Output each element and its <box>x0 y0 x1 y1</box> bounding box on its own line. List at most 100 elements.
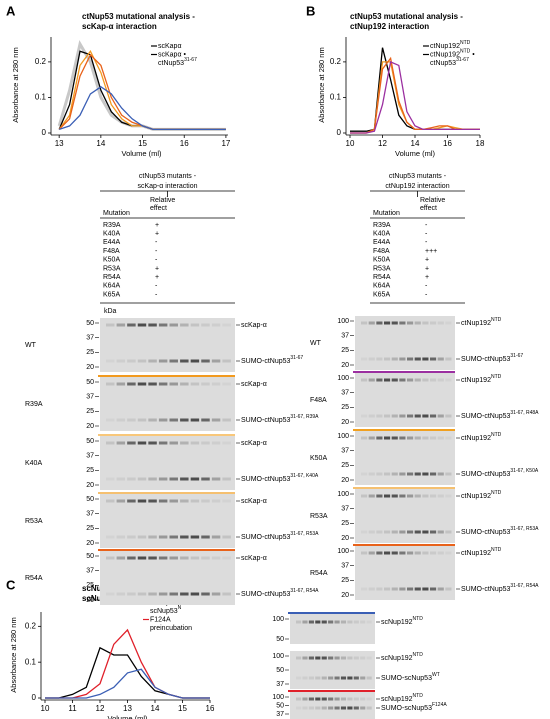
band-label: SUMO-ctNup5331-67 <box>461 353 523 363</box>
legend-entry-part: scKapα • <box>158 51 186 58</box>
sample-label: R53A <box>310 513 328 520</box>
gel-band <box>360 676 366 680</box>
table-title: scKap-α interaction <box>137 183 197 190</box>
gel-band <box>407 378 414 382</box>
legend-entry: ctNup5331-67 <box>430 57 469 67</box>
legend-entry: ctNup5331-67 <box>158 57 197 67</box>
gel-band <box>106 556 115 560</box>
sample-label: WT <box>25 342 37 349</box>
table-cell: + <box>155 222 159 229</box>
kda-marker: 50 <box>86 496 94 503</box>
gel-band <box>180 499 189 503</box>
gel-band <box>201 382 210 386</box>
table-header: Relative <box>150 197 175 204</box>
kda-marker: 25 <box>341 462 349 469</box>
gel-band <box>169 418 178 422</box>
kda-marker: 20 <box>341 362 349 369</box>
gel-band <box>422 472 429 476</box>
band-label-part: SUMO-ctNup53 <box>461 413 511 420</box>
band-label-part: WT <box>432 672 440 678</box>
y-tick-label: 0.2 <box>35 57 47 66</box>
gel-band <box>222 382 231 386</box>
table-cell: - <box>155 248 158 255</box>
gel-band <box>190 477 200 481</box>
gel-band <box>414 436 421 440</box>
gel-band <box>399 587 406 591</box>
gel-band <box>308 706 314 710</box>
legend-entry-part: F124A <box>150 616 171 623</box>
band-label: scKap-α <box>241 381 267 388</box>
gel-band <box>328 676 334 680</box>
gel-band <box>137 382 147 386</box>
gel-band <box>137 592 147 596</box>
series-line <box>58 53 226 131</box>
panel-label: B <box>306 3 315 18</box>
band-label-part: 31-67, R39A <box>290 414 319 420</box>
gel-band <box>296 706 302 710</box>
table-title: ctNup192 interaction <box>385 183 449 190</box>
x-tick-label: 17 <box>221 139 230 148</box>
gel-band <box>368 321 375 325</box>
x-tick-label: 15 <box>178 704 187 713</box>
gel-band <box>127 441 136 445</box>
band-label: scKap-α <box>241 555 267 562</box>
kda-marker: 50 <box>86 320 94 327</box>
series-line <box>350 56 480 134</box>
gel-band <box>180 535 189 539</box>
gel-band <box>169 359 178 363</box>
gel-band <box>148 535 157 539</box>
gel-band <box>296 697 302 701</box>
gel-band <box>437 472 444 476</box>
gel-band <box>407 321 414 325</box>
gel-band <box>422 357 429 361</box>
band-label-part: F124A <box>432 702 447 708</box>
band-label-part: 31-67, R53A <box>510 526 539 532</box>
gel-band <box>201 418 210 422</box>
gel-band <box>414 530 421 534</box>
gel-band <box>137 556 147 560</box>
gel-band <box>376 378 383 382</box>
x-tick-label: 16 <box>443 139 452 148</box>
x-axis-label: Volume (ml) <box>121 149 162 158</box>
legend-entry-part: ctNup53 <box>430 60 456 67</box>
gel-band <box>391 321 398 325</box>
gel-band <box>201 441 210 445</box>
gel-band <box>399 414 406 418</box>
table-cell: + <box>425 265 429 272</box>
gel-band <box>368 494 375 498</box>
gel-band <box>384 378 391 382</box>
gel-band <box>127 499 136 503</box>
x-tick-label: 15 <box>138 139 147 148</box>
gel-band <box>158 418 168 422</box>
gel-band <box>169 441 178 445</box>
gel-band <box>158 477 168 481</box>
table-cell: - <box>155 239 158 246</box>
gel-band <box>190 441 200 445</box>
gel-band <box>368 472 375 476</box>
gel-band <box>422 378 429 382</box>
series-line <box>58 49 226 131</box>
gel-band <box>368 530 375 534</box>
band-label-part: scKap-α <box>241 440 267 447</box>
chart-title: ctNup192 interaction <box>350 22 429 31</box>
gel <box>355 431 455 485</box>
gel-band <box>361 436 368 440</box>
gel-band <box>116 499 126 503</box>
gel-band <box>414 414 421 418</box>
legend-entry: scKapα <box>158 43 182 50</box>
gel-band <box>116 418 126 422</box>
gel-band <box>422 321 429 325</box>
band-label-part: scKap-α <box>241 381 267 388</box>
y-tick-label: 0.1 <box>35 93 47 102</box>
gel-band <box>127 556 136 560</box>
table-cell: - <box>425 231 428 238</box>
legend-entry: preincubation <box>150 625 192 632</box>
kda-marker: 37 <box>341 448 349 455</box>
x-axis-label: Volume (ml) <box>395 149 436 158</box>
gel-band <box>328 656 334 660</box>
gel-band <box>127 477 136 481</box>
gel-band <box>445 494 452 498</box>
gel-band <box>414 494 421 498</box>
gel-band <box>407 551 414 555</box>
table-cell: E44A <box>103 239 120 246</box>
